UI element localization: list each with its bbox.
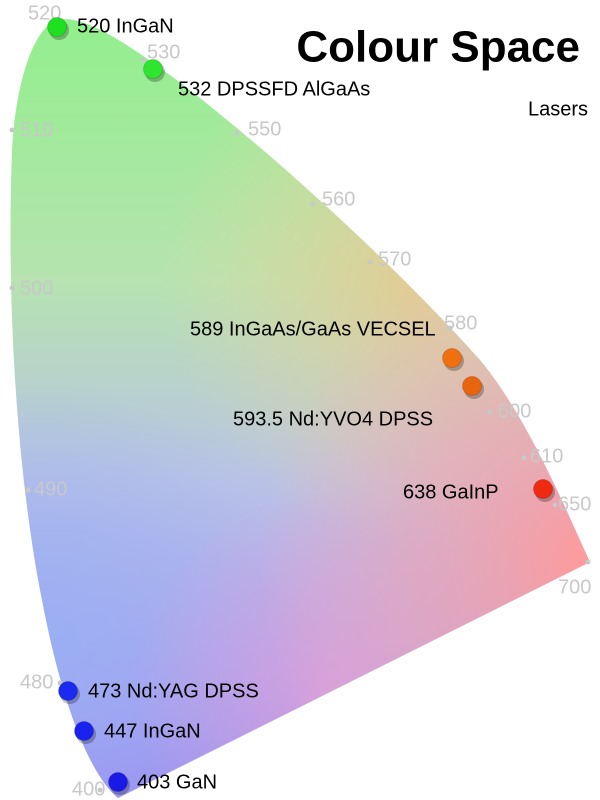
wavelength-tick <box>140 57 146 63</box>
wavelength-tick <box>487 409 493 415</box>
wavelength-tick <box>57 680 63 686</box>
laser-points: 520 InGaN 532 DPSSFD AlGaAs 589 InGaAs/GaA… <box>47 15 555 795</box>
wavelength-tick <box>367 259 373 265</box>
wavelength-label: 510 <box>20 119 53 141</box>
laser-label: 532 DPSSFD AlGaAs <box>178 78 370 100</box>
subtitle: Lasers <box>528 98 588 120</box>
wavelength-tick <box>234 130 240 136</box>
laser-point <box>442 348 462 368</box>
laser-point <box>108 772 128 792</box>
laser-label: 589 InGaAs/GaAs VECSEL <box>190 318 436 340</box>
laser-label: 593.5 Nd:YVO4 DPSS <box>233 408 433 430</box>
laser-label: 638 GaInP <box>403 481 499 503</box>
wavelength-tick <box>552 502 558 508</box>
wavelength-label: 570 <box>378 248 411 270</box>
laser-point <box>58 681 78 701</box>
laser-point <box>462 376 482 396</box>
wavelength-label: 500 <box>20 277 53 299</box>
wavelength-label: 400 <box>72 778 105 800</box>
wavelength-tick <box>447 325 453 331</box>
wavelength-tick <box>9 127 15 133</box>
wavelength-tick <box>521 455 527 461</box>
laser-label: 473 Nd:YAG DPSS <box>88 680 259 702</box>
laser-label: 520 InGaN <box>77 15 174 37</box>
wavelength-label: 600 <box>498 400 531 422</box>
laser-label: 447 InGaN <box>104 720 201 742</box>
wavelength-label: 650 <box>558 493 591 515</box>
wavelength-tick <box>585 559 591 565</box>
wavelength-tick <box>310 201 316 207</box>
wavelength-tick <box>97 787 103 793</box>
wavelength-label: 610 <box>530 445 563 467</box>
wavelength-label: 700 <box>558 576 591 598</box>
laser-point <box>143 59 163 79</box>
wavelength-label: 560 <box>322 188 355 210</box>
wavelength-label: 550 <box>248 118 281 140</box>
laser-label: 403 GaN <box>137 771 217 793</box>
laser-point <box>74 721 94 741</box>
wavelength-tick <box>9 285 15 291</box>
wavelength-tick <box>25 487 31 493</box>
wavelength-label: 490 <box>34 478 67 500</box>
wavelength-label: 580 <box>444 312 477 334</box>
laser-point <box>47 17 67 37</box>
laser-point <box>533 479 553 499</box>
wavelength-label: 530 <box>147 41 180 63</box>
wavelength-label: 480 <box>20 671 53 693</box>
title: Colour Space <box>296 23 580 72</box>
